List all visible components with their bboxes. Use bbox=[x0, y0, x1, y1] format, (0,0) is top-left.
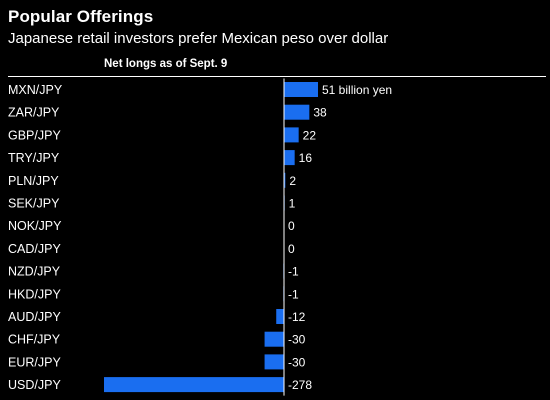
category-label-hkd-jpy: HKD/JPY bbox=[8, 287, 61, 301]
category-label-eur-jpy: EUR/JPY bbox=[8, 355, 61, 369]
bar-aud-jpy bbox=[276, 309, 284, 324]
category-label-aud-jpy: AUD/JPY bbox=[8, 310, 61, 324]
value-label-usd-jpy: -278 bbox=[288, 378, 312, 392]
value-label-eur-jpy: -30 bbox=[288, 355, 306, 369]
value-label-nok-jpy: 0 bbox=[288, 219, 295, 233]
category-label-pln-jpy: PLN/JPY bbox=[8, 174, 59, 188]
value-label-nzd-jpy: -1 bbox=[288, 265, 299, 279]
category-label-nok-jpy: NOK/JPY bbox=[8, 219, 62, 233]
value-label-sek-jpy: 1 bbox=[289, 197, 296, 211]
column-label: Net longs as of Sept. 9 bbox=[104, 58, 228, 70]
value-label-chf-jpy: -30 bbox=[288, 333, 306, 347]
chart-subtitle: Japanese retail investors prefer Mexican… bbox=[8, 30, 389, 47]
bar-gbp-jpy bbox=[284, 127, 299, 143]
category-label-nzd-jpy: NZD/JPY bbox=[8, 265, 61, 279]
bar-pln-jpy bbox=[284, 172, 286, 188]
category-label-gbp-jpy: GBP/JPY bbox=[8, 128, 61, 142]
bar-mxn-jpy bbox=[284, 82, 318, 97]
category-label-sek-jpy: SEK/JPY bbox=[8, 197, 60, 211]
bar-zar-jpy bbox=[284, 104, 310, 120]
category-label-try-jpy: TRY/JPY bbox=[8, 151, 60, 165]
value-label-aud-jpy: -12 bbox=[288, 310, 306, 324]
value-label-pln-jpy: 2 bbox=[289, 174, 296, 188]
bar-try-jpy bbox=[284, 150, 295, 166]
category-label-usd-jpy: USD/JPY bbox=[8, 378, 61, 392]
bar-usd-jpy bbox=[104, 377, 284, 393]
value-label-gbp-jpy: 22 bbox=[303, 128, 317, 142]
value-label-hkd-jpy: -1 bbox=[288, 287, 299, 301]
category-label-chf-jpy: CHF/JPY bbox=[8, 333, 61, 347]
value-label-mxn-jpy: 51 billion yen bbox=[322, 83, 392, 97]
category-label-cad-jpy: CAD/JPY bbox=[8, 242, 61, 256]
value-label-cad-jpy: 0 bbox=[288, 242, 295, 256]
bar-eur-jpy bbox=[264, 354, 284, 370]
chart-title: Popular Offerings bbox=[8, 7, 154, 26]
value-label-try-jpy: 16 bbox=[299, 151, 313, 165]
header-rule bbox=[8, 76, 546, 77]
category-label-zar-jpy: ZAR/JPY bbox=[8, 106, 60, 120]
category-label-mxn-jpy: MXN/JPY bbox=[8, 83, 63, 97]
bar-chf-jpy bbox=[264, 331, 284, 347]
value-label-zar-jpy: 38 bbox=[313, 106, 327, 120]
